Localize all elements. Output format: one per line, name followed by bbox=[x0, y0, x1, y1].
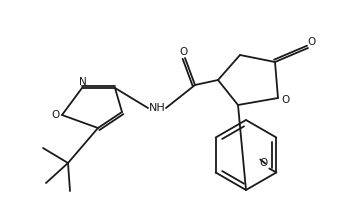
Text: O: O bbox=[52, 110, 60, 120]
Text: O: O bbox=[259, 159, 267, 168]
Text: O: O bbox=[281, 95, 289, 105]
Text: O: O bbox=[179, 47, 187, 57]
Text: NH: NH bbox=[149, 103, 165, 113]
Text: N: N bbox=[79, 77, 87, 87]
Text: O: O bbox=[308, 37, 316, 47]
